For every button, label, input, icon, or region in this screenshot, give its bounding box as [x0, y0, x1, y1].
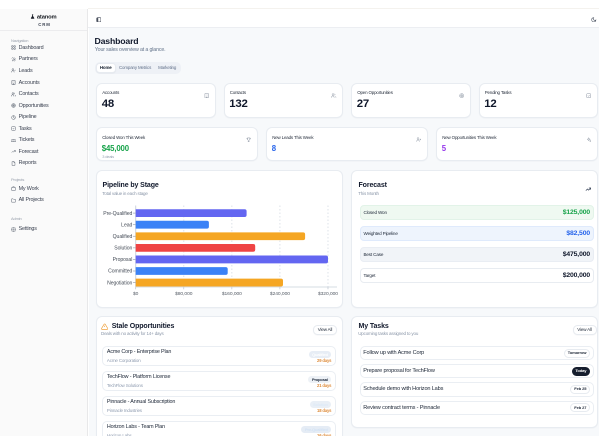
- svg-text:$320,000: $320,000: [318, 291, 338, 297]
- svg-text:$0: $0: [133, 291, 139, 297]
- svg-text:Negotiation: Negotiation: [107, 280, 132, 286]
- svg-text:Pre-Qualified: Pre-Qualified: [103, 211, 132, 217]
- svg-text:$240,000: $240,000: [270, 291, 290, 297]
- svg-text:Solution: Solution: [114, 246, 132, 252]
- svg-text:Lead: Lead: [121, 222, 132, 228]
- svg-text:Proposal: Proposal: [113, 257, 133, 263]
- svg-text:Committed: Committed: [108, 269, 132, 275]
- svg-text:Qualified: Qualified: [113, 234, 133, 240]
- svg-text:$160,000: $160,000: [222, 291, 242, 297]
- svg-text:$80,000: $80,000: [175, 291, 193, 297]
